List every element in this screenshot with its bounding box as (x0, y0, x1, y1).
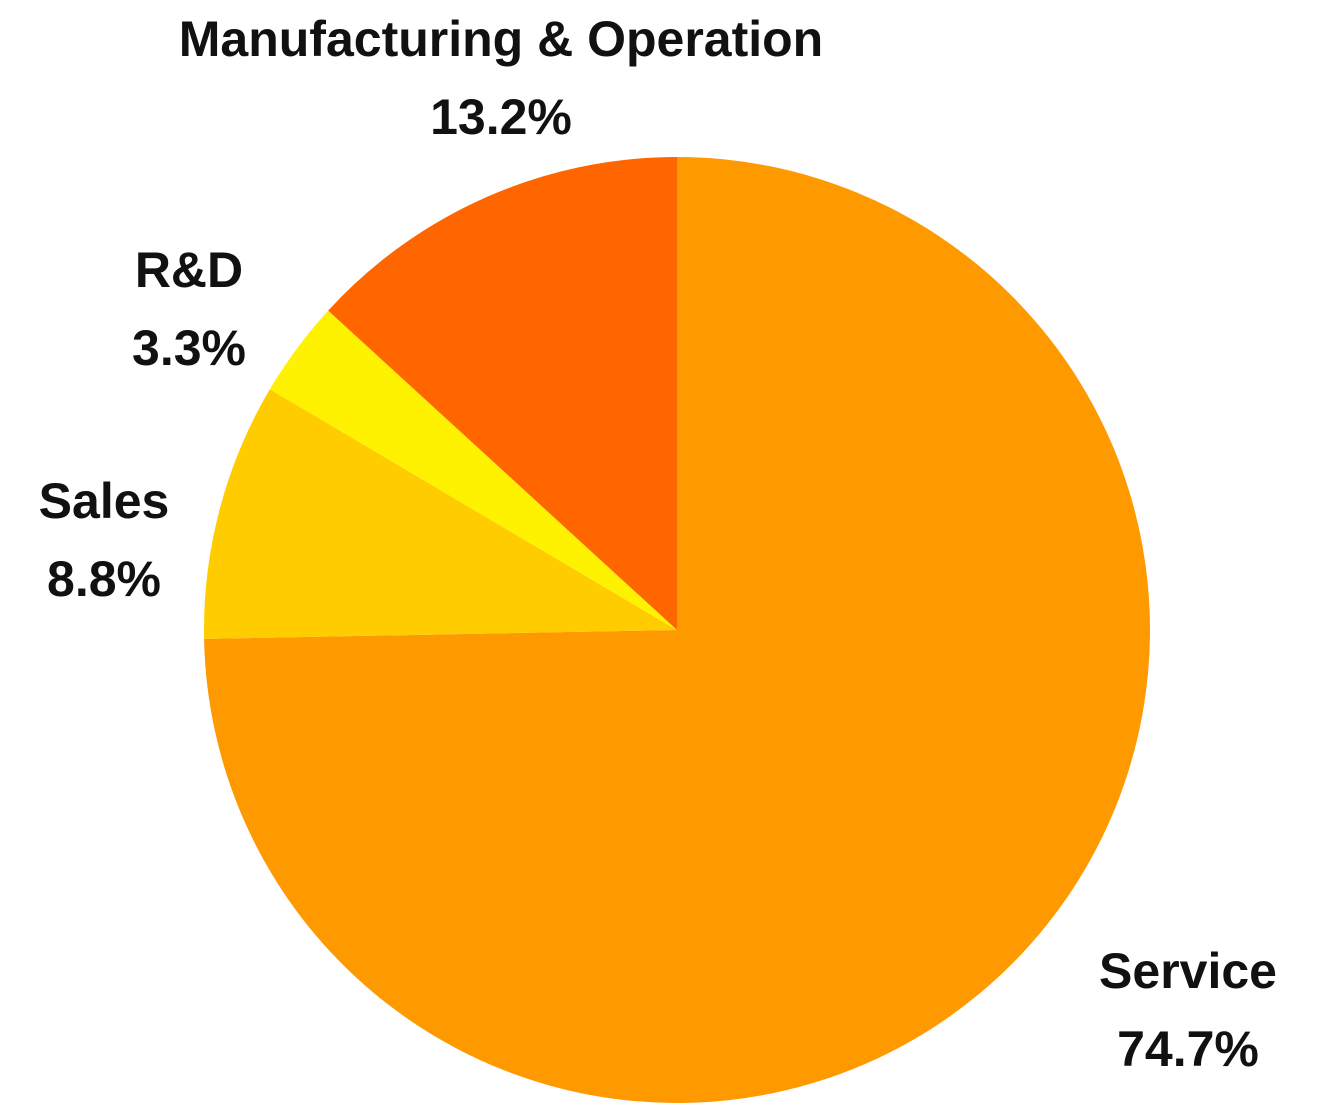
pie-slices (204, 157, 1150, 1103)
pie-slice-service (204, 157, 1150, 1103)
slice-label-rnd-name: R&D (135, 242, 243, 298)
slice-label-rnd-value: 3.3% (132, 320, 246, 376)
slice-label-manufacturing-name: Manufacturing & Operation (179, 11, 823, 67)
pie-slice-sales (204, 389, 677, 639)
slice-label-sales-value: 8.8% (47, 551, 161, 607)
slice-label-service-value: 74.7% (1117, 1021, 1259, 1077)
pie-labels: Service 74.7% Sales 8.8% R&D 3.3% Manufa… (39, 11, 1277, 1077)
slice-label-sales-name: Sales (39, 473, 170, 529)
pie-slice-randd (269, 310, 677, 630)
slice-label-manufacturing-value: 13.2% (430, 89, 572, 145)
pie-slice-manufacturing-and-operation (328, 157, 677, 630)
slice-label-service-name: Service (1099, 943, 1277, 999)
